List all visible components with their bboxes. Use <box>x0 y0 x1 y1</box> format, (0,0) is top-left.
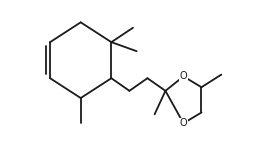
Text: O: O <box>180 71 187 81</box>
Text: O: O <box>180 118 187 128</box>
